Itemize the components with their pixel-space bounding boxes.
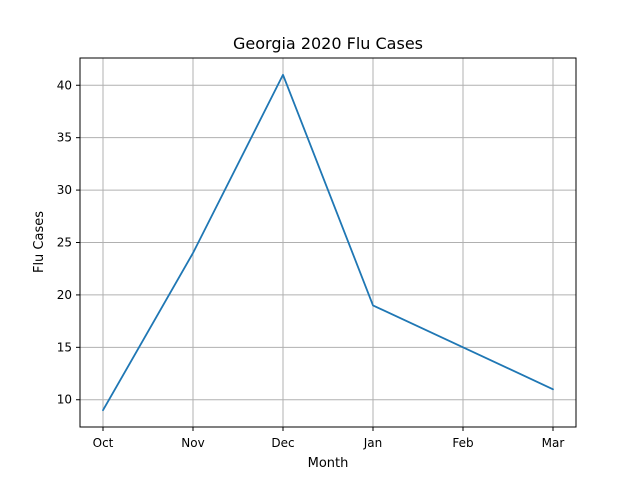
x-tick-label: Dec bbox=[271, 436, 294, 450]
x-tick-label: Nov bbox=[181, 436, 204, 450]
y-tick-label: 25 bbox=[57, 236, 72, 250]
x-tick-label: Jan bbox=[363, 436, 383, 450]
chart-title: Georgia 2020 Flu Cases bbox=[233, 34, 423, 53]
x-axis-label: Month bbox=[308, 456, 349, 471]
y-axis-label: Flu Cases bbox=[32, 211, 47, 273]
x-tick-label: Feb bbox=[452, 436, 473, 450]
x-axis: Oct Nov Dec Jan Feb Mar bbox=[93, 427, 565, 450]
x-tick-label: Mar bbox=[542, 436, 565, 450]
y-axis: 10 15 20 25 30 35 40 bbox=[57, 78, 80, 407]
y-tick-label: 40 bbox=[57, 78, 72, 92]
y-tick-label: 10 bbox=[57, 393, 72, 407]
series-layer bbox=[102, 73, 554, 412]
series-line bbox=[102, 73, 554, 412]
grid bbox=[80, 58, 576, 427]
y-tick-label: 35 bbox=[57, 131, 72, 145]
y-tick-label: 15 bbox=[57, 340, 72, 354]
y-tick-label: 20 bbox=[57, 288, 72, 302]
x-tick-label: Oct bbox=[93, 436, 114, 450]
y-tick-label: 30 bbox=[57, 183, 72, 197]
